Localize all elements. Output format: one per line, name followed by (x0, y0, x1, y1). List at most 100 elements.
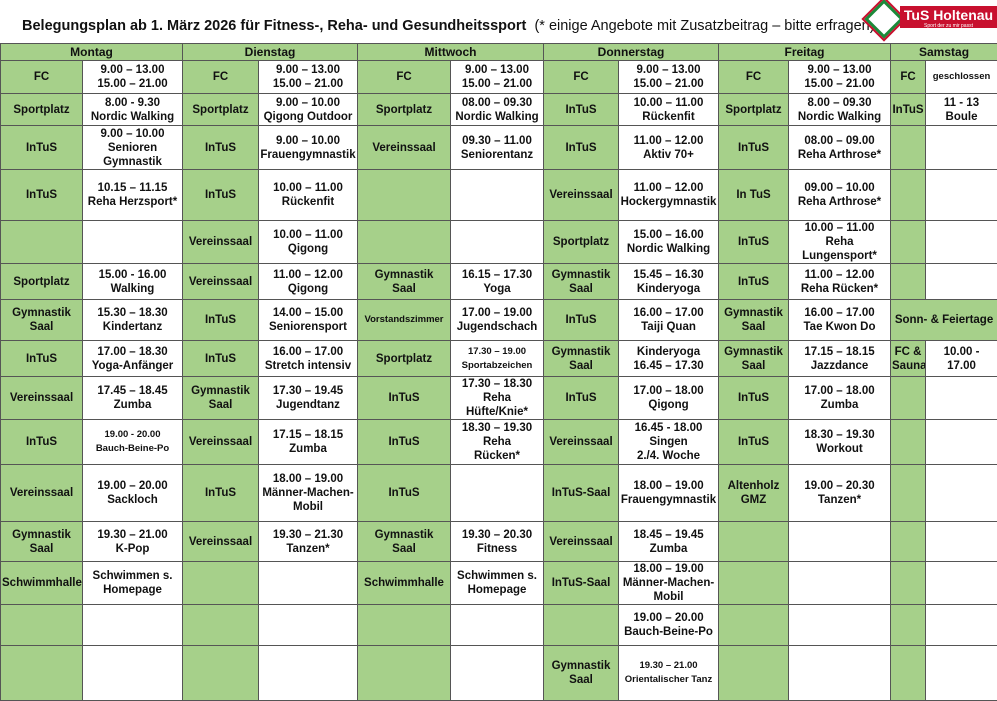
time-activity-cell: 19.00 - 20.00 Bauch-Beine-Po (83, 420, 183, 465)
time-activity-cell: 09.00 – 10.00 Reha Arthrose* (789, 170, 891, 221)
time-activity-cell: 11.00 – 12.00 Qigong (259, 264, 358, 300)
location-cell (358, 170, 451, 221)
time-activity-cell (259, 646, 358, 701)
time-activity-cell: 09.30 – 11.00 Seniorentanz (451, 126, 544, 170)
time-activity-cell (451, 221, 544, 264)
location-cell (891, 646, 926, 701)
time-activity-cell: 9.00 – 13.00 15.00 – 21.00 (259, 61, 358, 94)
location-cell: InTuS (358, 465, 451, 522)
location-cell: Gymnastik Saal (1, 300, 83, 341)
location-cell: FC (719, 61, 789, 94)
time-activity-cell (926, 522, 997, 562)
time-activity-cell: 9.00 – 13.00 15.00 – 21.00 (619, 61, 719, 94)
time-activity-cell: 18.00 – 19.00 Männer-Machen- Mobil (619, 562, 719, 605)
time-activity-cell: 17.15 – 18.15 Jazzdance (789, 341, 891, 377)
time-activity-cell: 17.30 – 18.30 Reha Hüfte/Knie* (451, 377, 544, 420)
time-activity-cell: 11.00 – 12.00 Aktiv 70+ (619, 126, 719, 170)
location-cell: Vereinssaal (544, 420, 619, 465)
day-header-samstag: Samstag (891, 44, 997, 61)
time-activity-cell (789, 562, 891, 605)
title-note: (* einige Angebote mit Zusatzbeitrag – b… (534, 18, 874, 34)
time-activity-cell: 17.30 – 19.45 Jugendtanz (259, 377, 358, 420)
time-activity-cell: 17.30 – 19.00 Sportabzeichen (451, 341, 544, 377)
location-cell: Altenholz GMZ (719, 465, 789, 522)
time-activity-cell: 18.30 – 19.30 Reha Rücken* (451, 420, 544, 465)
time-activity-cell: 9.00 – 10.00 Qigong Outdoor (259, 94, 358, 126)
location-cell: Sportplatz (719, 94, 789, 126)
time-activity-cell (451, 646, 544, 701)
location-cell: InTuS (183, 341, 259, 377)
day-header-freitag: Freitag (719, 44, 891, 61)
time-activity-cell (926, 420, 997, 465)
time-activity-cell: 17.45 – 18.45 Zumba (83, 377, 183, 420)
location-cell (719, 646, 789, 701)
time-activity-cell: 15.00 – 16.00 Nordic Walking (619, 221, 719, 264)
time-activity-cell: 14.00 – 15.00 Seniorensport (259, 300, 358, 341)
location-cell (358, 221, 451, 264)
location-cell: Vorstandszimmer (358, 300, 451, 341)
time-activity-cell (926, 465, 997, 522)
location-cell: Vereinssaal (1, 377, 83, 420)
time-activity-cell: 08.00 – 09.00 Reha Arthrose* (789, 126, 891, 170)
location-cell (183, 646, 259, 701)
time-activity-cell: 9.00 – 13.00 15.00 – 21.00 (451, 61, 544, 94)
location-cell: Sportplatz (1, 94, 83, 126)
day-header-montag: Montag (1, 44, 183, 61)
time-activity-cell (926, 126, 997, 170)
time-activity-cell: 10.15 – 11.15 Reha Herzsport* (83, 170, 183, 221)
time-activity-cell: 10.00 – 11.00 Reha Lungensport* (789, 221, 891, 264)
time-activity-cell (451, 465, 544, 522)
day-header-mittwoch: Mittwoch (358, 44, 544, 61)
location-cell: Gymnastik Saal (544, 264, 619, 300)
time-activity-cell: 19.30 – 21.30 Tanzen* (259, 522, 358, 562)
time-activity-cell: 16.15 – 17.30 Yoga (451, 264, 544, 300)
time-activity-cell: 16.00 – 17.00 Tae Kwon Do (789, 300, 891, 341)
location-cell (891, 522, 926, 562)
location-cell: FC (891, 61, 926, 94)
title-main: Belegungsplan ab 1. März 2026 für Fitnes… (22, 18, 526, 34)
time-activity-cell: 17.00 – 18.00 Zumba (789, 377, 891, 420)
time-activity-cell: 19.30 – 21.00 K-Pop (83, 522, 183, 562)
location-cell: Gymnastik Saal (544, 646, 619, 701)
time-activity-cell: 16.00 – 17.00 Taiji Quan (619, 300, 719, 341)
location-cell (719, 562, 789, 605)
location-cell: InTuS (183, 126, 259, 170)
time-activity-cell (83, 221, 183, 264)
location-cell (891, 126, 926, 170)
location-cell (891, 377, 926, 420)
time-activity-cell (926, 646, 997, 701)
location-cell (183, 605, 259, 646)
location-cell: InTuS (183, 300, 259, 341)
time-activity-cell: geschlossen (926, 61, 997, 94)
location-cell: InTuS (1, 341, 83, 377)
time-activity-cell (926, 264, 997, 300)
location-cell: Gymnastik Saal (544, 341, 619, 377)
time-activity-cell: 10.00 – 11.00 Rückenfit (619, 94, 719, 126)
time-activity-cell (259, 562, 358, 605)
time-activity-cell: 11.00 – 12.00 Hockergymnastik (619, 170, 719, 221)
time-activity-cell: 18.00 – 19.00 Männer-Machen- Mobil (259, 465, 358, 522)
location-cell (891, 605, 926, 646)
location-cell: InTuS (544, 377, 619, 420)
time-activity-cell: 18.45 – 19.45 Zumba (619, 522, 719, 562)
location-cell: Vereinssaal (183, 264, 259, 300)
location-cell: In TuS (719, 170, 789, 221)
time-activity-cell: 9.00 – 13.00 15.00 – 21.00 (83, 61, 183, 94)
time-activity-cell: Schwimmen s. Homepage (451, 562, 544, 605)
time-activity-cell: Kinderyoga 16.45 – 17.30 (619, 341, 719, 377)
location-cell: InTuS (544, 126, 619, 170)
location-cell: Schwimmhalle (1, 562, 83, 605)
time-activity-cell (83, 605, 183, 646)
location-cell: InTuS (544, 300, 619, 341)
location-cell: Gymnastik Saal (1, 522, 83, 562)
time-activity-cell: 18.00 – 19.00 Frauengymnastik (619, 465, 719, 522)
location-cell: Gymnastik Saal (719, 341, 789, 377)
time-activity-cell: 10.00 - 17.00 (926, 341, 997, 377)
